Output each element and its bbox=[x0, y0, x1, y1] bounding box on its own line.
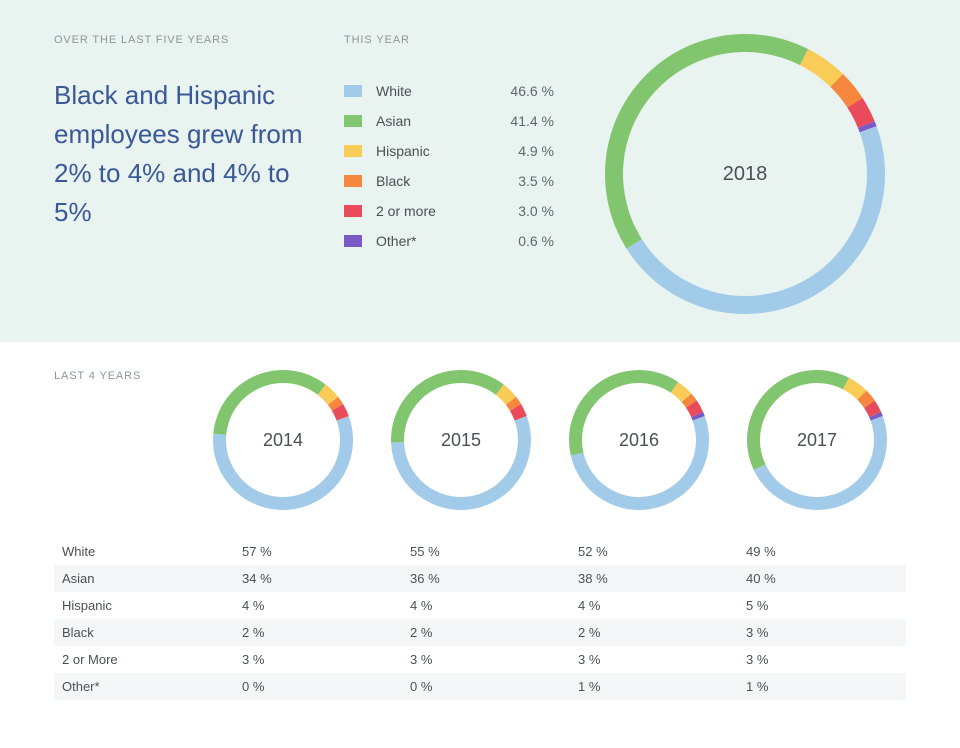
donut-center-label: 2017 bbox=[747, 370, 887, 510]
table-value-cell: 3 % bbox=[234, 646, 402, 673]
table-value-cell: 3 % bbox=[402, 646, 570, 673]
donut-center-label: 2015 bbox=[391, 370, 531, 510]
table-category-cell: Other* bbox=[54, 673, 234, 700]
this-year-label: THIS YEAR bbox=[344, 34, 554, 46]
history-section: LAST 4 YEARS 2014201520162017 White57 %5… bbox=[0, 342, 960, 740]
last-4-years-label: LAST 4 YEARS bbox=[54, 370, 194, 382]
table-value-cell: 1 % bbox=[738, 673, 906, 700]
legend-swatch bbox=[344, 175, 362, 187]
table-row: Black2 %2 %2 %3 % bbox=[54, 619, 906, 646]
history-data-table: White57 %55 %52 %49 %Asian34 %36 %38 %40… bbox=[54, 538, 906, 700]
table-category-cell: 2 or More bbox=[54, 646, 234, 673]
legend-row: 2 or more3.0 % bbox=[344, 196, 554, 226]
table-category-cell: Asian bbox=[54, 565, 234, 592]
legend-value: 4.9 % bbox=[518, 143, 554, 159]
table-category-cell: Hispanic bbox=[54, 592, 234, 619]
over-last-five-label: OVER THE LAST FIVE YEARS bbox=[54, 34, 314, 46]
legend-value: 3.5 % bbox=[518, 173, 554, 189]
table-value-cell: 52 % bbox=[570, 538, 738, 565]
legend-row: Asian41.4 % bbox=[344, 106, 554, 136]
history-charts-row: LAST 4 YEARS 2014 2015 2016 2017 bbox=[54, 370, 906, 510]
legend-row: Hispanic4.9 % bbox=[344, 136, 554, 166]
legend-value: 41.4 % bbox=[510, 113, 554, 129]
main-donut-column: 2018 bbox=[584, 34, 906, 314]
legend-swatch bbox=[344, 235, 362, 247]
legend-swatch bbox=[344, 115, 362, 127]
legend-label: White bbox=[376, 83, 510, 99]
donut-center-label: 2018 bbox=[605, 34, 885, 314]
this-year-section: OVER THE LAST FIVE YEARS Black and Hispa… bbox=[0, 0, 960, 342]
table-value-cell: 4 % bbox=[234, 592, 402, 619]
table-value-cell: 5 % bbox=[738, 592, 906, 619]
table-value-cell: 40 % bbox=[738, 565, 906, 592]
legend-label: Other* bbox=[376, 233, 518, 249]
table-value-cell: 0 % bbox=[234, 673, 402, 700]
legend-label: Asian bbox=[376, 113, 510, 129]
table-value-cell: 34 % bbox=[234, 565, 402, 592]
legend-label: 2 or more bbox=[376, 203, 518, 219]
table-value-cell: 3 % bbox=[738, 646, 906, 673]
table-value-cell: 36 % bbox=[402, 565, 570, 592]
legend-row: Other*0.6 % bbox=[344, 226, 554, 256]
donut-center-label: 2016 bbox=[569, 370, 709, 510]
table-value-cell: 55 % bbox=[402, 538, 570, 565]
legend-value: 0.6 % bbox=[518, 233, 554, 249]
legend-value: 46.6 % bbox=[510, 83, 554, 99]
table-row: 2 or More3 %3 %3 %3 % bbox=[54, 646, 906, 673]
table-value-cell: 2 % bbox=[570, 619, 738, 646]
table-row: Other*0 %0 %1 %1 % bbox=[54, 673, 906, 700]
history-donut-2014: 2014 bbox=[194, 370, 372, 510]
headline-text: Black and Hispanic employees grew from 2… bbox=[54, 76, 314, 232]
table-row: Asian34 %36 %38 %40 % bbox=[54, 565, 906, 592]
table-value-cell: 4 % bbox=[402, 592, 570, 619]
headline-column: OVER THE LAST FIVE YEARS Black and Hispa… bbox=[54, 34, 314, 314]
legend-swatch bbox=[344, 85, 362, 97]
table-value-cell: 3 % bbox=[570, 646, 738, 673]
table-value-cell: 2 % bbox=[234, 619, 402, 646]
legend-swatch bbox=[344, 145, 362, 157]
legend-row: Black3.5 % bbox=[344, 166, 554, 196]
legend-row: White46.6 % bbox=[344, 76, 554, 106]
legend-label: Hispanic bbox=[376, 143, 518, 159]
donut-center-label: 2014 bbox=[213, 370, 353, 510]
legend-label: Black bbox=[376, 173, 518, 189]
legend-value: 3.0 % bbox=[518, 203, 554, 219]
table-value-cell: 57 % bbox=[234, 538, 402, 565]
table-value-cell: 4 % bbox=[570, 592, 738, 619]
history-donut-2016: 2016 bbox=[550, 370, 728, 510]
table-value-cell: 49 % bbox=[738, 538, 906, 565]
history-donut-2015: 2015 bbox=[372, 370, 550, 510]
history-donut-2017: 2017 bbox=[728, 370, 906, 510]
table-category-cell: Black bbox=[54, 619, 234, 646]
donut-chart-2018: 2018 bbox=[605, 34, 885, 314]
legend-swatch bbox=[344, 205, 362, 217]
table-value-cell: 1 % bbox=[570, 673, 738, 700]
table-value-cell: 2 % bbox=[402, 619, 570, 646]
table-value-cell: 38 % bbox=[570, 565, 738, 592]
table-row: Hispanic4 %4 %4 %5 % bbox=[54, 592, 906, 619]
legend-column: THIS YEAR White46.6 %Asian41.4 %Hispanic… bbox=[344, 34, 554, 314]
table-category-cell: White bbox=[54, 538, 234, 565]
table-value-cell: 0 % bbox=[402, 673, 570, 700]
table-row: White57 %55 %52 %49 % bbox=[54, 538, 906, 565]
table-value-cell: 3 % bbox=[738, 619, 906, 646]
